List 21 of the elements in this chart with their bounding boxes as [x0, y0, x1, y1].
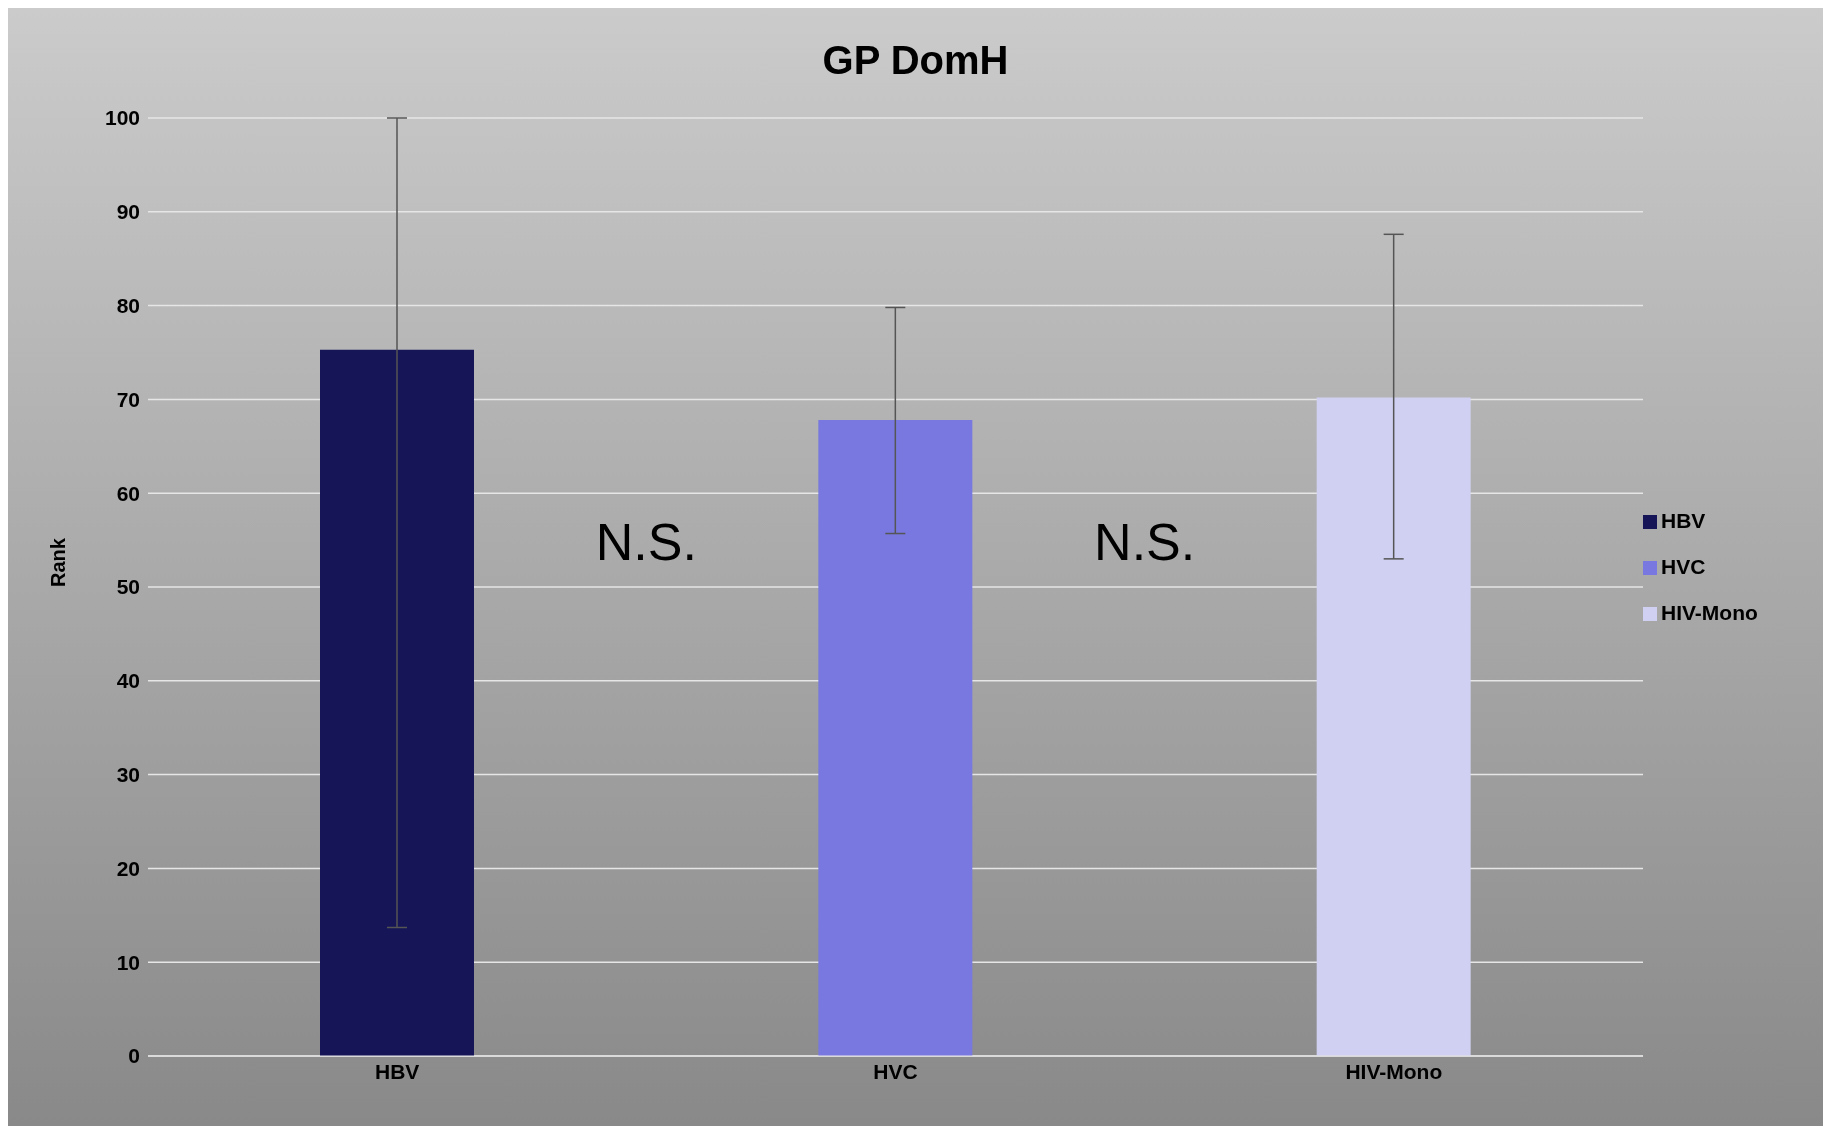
legend-label: HVC	[1661, 555, 1706, 578]
y-tick-label: 100	[104, 106, 140, 130]
legend-label: HBV	[1661, 509, 1706, 532]
chart-title: GP DomH	[821, 38, 1010, 83]
y-tick-label: 0	[128, 1044, 140, 1068]
y-axis-title: Rank	[47, 537, 70, 587]
y-tick-label: 20	[116, 856, 140, 880]
x-tick-label: HIV-Mono	[1345, 1059, 1443, 1083]
annotation: N.S.	[594, 512, 698, 573]
x-tick-label: HBV	[374, 1059, 420, 1083]
annotation: N.S.	[1093, 512, 1197, 573]
x-tick-label: HVC	[873, 1059, 918, 1083]
y-tick-label: 10	[116, 950, 140, 974]
y-tick-label: 40	[116, 669, 140, 693]
y-tick-label: 80	[116, 294, 140, 318]
y-tick-label: 50	[116, 575, 140, 599]
y-tick-label: 60	[116, 481, 140, 505]
y-tick-label: 70	[116, 387, 140, 411]
y-tick-label: 30	[116, 763, 140, 787]
y-tick-label: 90	[116, 200, 140, 224]
legend-label: HIV-Mono	[1661, 601, 1758, 624]
